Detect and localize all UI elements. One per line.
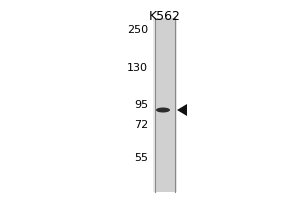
Bar xyxy=(155,18,175,192)
Text: 95: 95 xyxy=(134,100,148,110)
Ellipse shape xyxy=(156,108,170,112)
Text: 250: 250 xyxy=(127,25,148,35)
Text: K562: K562 xyxy=(149,10,181,23)
Text: 72: 72 xyxy=(134,120,148,130)
Bar xyxy=(153,18,177,192)
Text: 130: 130 xyxy=(127,63,148,73)
Polygon shape xyxy=(177,104,187,116)
Text: 55: 55 xyxy=(134,153,148,163)
